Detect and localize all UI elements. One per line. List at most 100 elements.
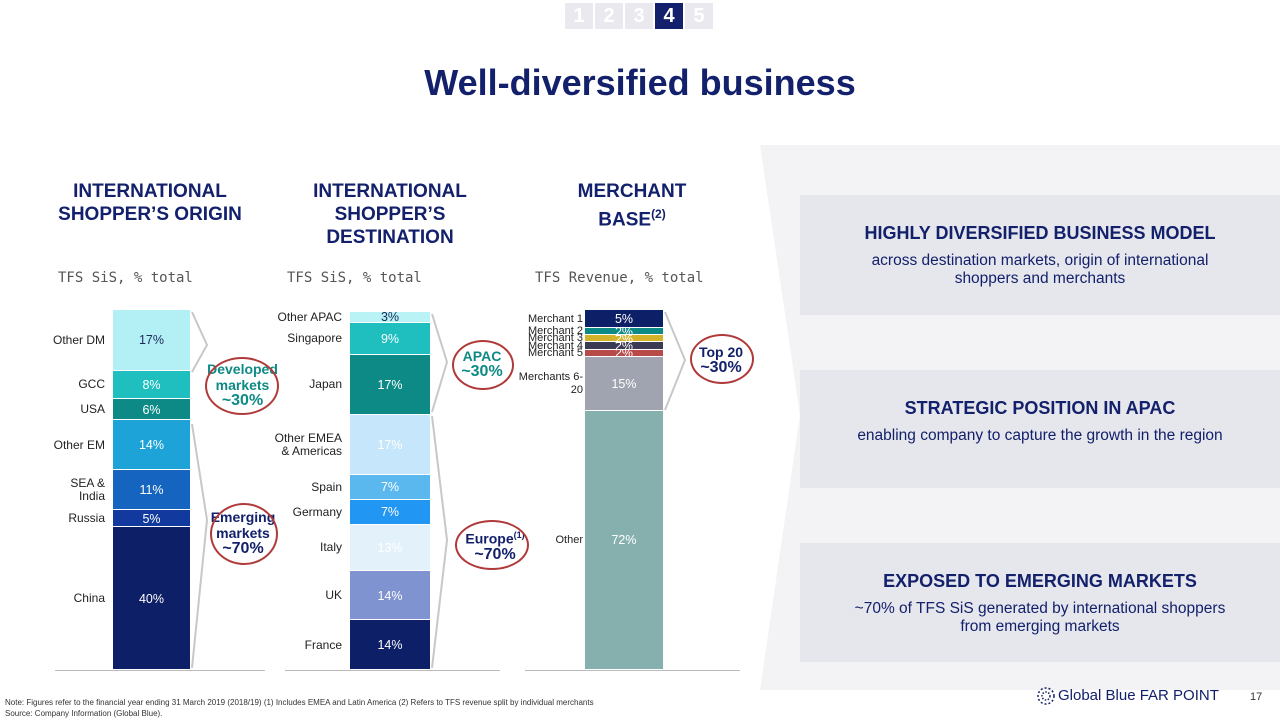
nav-item: 2 xyxy=(595,3,623,29)
category-label: Merchant 5 xyxy=(527,346,583,359)
value-label: 5% xyxy=(614,312,634,326)
value-label: 7% xyxy=(380,505,400,520)
bar-segment xyxy=(350,475,430,500)
bar-segment xyxy=(350,620,430,670)
category-label: Merchant 2 xyxy=(527,325,583,338)
bar-segment xyxy=(113,509,190,528)
bar-segment xyxy=(585,349,663,357)
bar-segment xyxy=(585,342,663,350)
nav-item: 4 xyxy=(655,3,683,29)
highlight-ring xyxy=(210,503,278,565)
value-label: 2% xyxy=(614,331,634,346)
category-label: GCC xyxy=(78,377,105,392)
bar-segment xyxy=(350,570,430,621)
bar-segment xyxy=(350,524,430,571)
baseline xyxy=(525,670,740,671)
nav-item: 5 xyxy=(685,3,713,29)
category-label: Merchant 3 xyxy=(527,332,583,345)
bar-segment xyxy=(350,322,430,355)
panel-text: enabling company to capture the growth i… xyxy=(857,427,1223,444)
highlight-ring xyxy=(455,520,529,570)
brand: Global Blue FAR POINT xyxy=(1058,687,1219,704)
bracket xyxy=(431,313,449,413)
bar-segment xyxy=(585,328,663,336)
panel-text: across destination markets, origin of in… xyxy=(871,252,1209,287)
panel-heading: EXPOSED TO EMERGING MARKETS xyxy=(883,571,1197,591)
category-label: Spain xyxy=(311,479,342,494)
category-label: Russia xyxy=(68,511,105,525)
baseline xyxy=(55,670,265,671)
category-label: Germany xyxy=(292,504,342,519)
value-label: 6% xyxy=(142,402,161,417)
category-label: China xyxy=(73,591,105,606)
brackets xyxy=(191,311,687,669)
value-label: 2% xyxy=(614,339,634,353)
bar-segment xyxy=(585,356,663,411)
nav-item: 3 xyxy=(625,3,653,29)
value-label: 7% xyxy=(380,480,400,495)
category-label: France xyxy=(304,637,342,652)
category-label: Other EM xyxy=(53,437,105,452)
category-label: Merchant 4 xyxy=(527,339,583,352)
value-label: 14% xyxy=(138,438,165,453)
category-label: USA xyxy=(80,402,105,417)
panel: STRATEGIC POSITION IN APAC enabling comp… xyxy=(800,370,1280,488)
value-label: 14% xyxy=(377,638,403,653)
value-label: 5% xyxy=(142,511,161,526)
bracket xyxy=(191,311,209,373)
panel: EXPOSED TO EMERGING MARKETS ~70% of TFS … xyxy=(800,543,1280,662)
value-label: 40% xyxy=(138,591,165,606)
bar-segment xyxy=(350,499,430,525)
value-label: 9% xyxy=(380,331,400,346)
bar-segment xyxy=(113,420,190,471)
category-label: Japan xyxy=(309,377,342,392)
page-number: 17 xyxy=(1250,691,1263,703)
value-label: 2% xyxy=(614,324,634,339)
value-label: 14% xyxy=(377,588,403,603)
bar-segment xyxy=(113,470,190,510)
panel: HIGHLY DIVERSIFIED BUSINESS MODEL across… xyxy=(800,195,1280,315)
title-note: (2) xyxy=(651,207,666,221)
category-label: UK xyxy=(325,588,342,603)
value-label: 3% xyxy=(380,310,400,325)
value-label: 17% xyxy=(138,333,165,348)
value-label: 13% xyxy=(377,540,403,555)
category-label: Italy xyxy=(319,540,342,555)
value-label: 2% xyxy=(614,346,634,361)
bracket xyxy=(431,415,449,669)
chart-subtitle: TFS SiS, % total xyxy=(287,270,422,286)
chart-subtitle: TFS SiS, % total xyxy=(58,270,193,286)
footnote: Note: Figures refer to the financial yea… xyxy=(5,698,594,707)
footnotes: Note: Figures refer to the financial yea… xyxy=(5,697,594,719)
bar-segment xyxy=(350,354,430,415)
panel-text: ~70% of TFS SiS generated by internation… xyxy=(854,600,1226,635)
category-label: Singapore xyxy=(287,331,342,346)
value-label: 72% xyxy=(611,533,637,548)
bracket xyxy=(664,311,687,411)
brand-logo xyxy=(1037,687,1055,705)
slide-title: Well-diversified business xyxy=(424,62,856,103)
bar-segment xyxy=(113,310,190,371)
category-label: Other EMEA & Americas xyxy=(274,430,342,458)
value-label: 17% xyxy=(377,377,403,392)
baseline xyxy=(285,670,500,671)
bar-segment xyxy=(113,527,190,670)
category-label: Merchant 1 xyxy=(527,312,583,325)
bar-segment xyxy=(350,312,430,323)
value-label: 11% xyxy=(139,483,164,497)
panel-heading: HIGHLY DIVERSIFIED BUSINESS MODEL xyxy=(864,223,1216,243)
bar-segment xyxy=(113,370,190,400)
bar-segment xyxy=(350,414,430,476)
chart-title-text: MERCHANT BASE xyxy=(577,181,687,231)
highlight-ring xyxy=(452,340,514,390)
nav-item: 1 xyxy=(565,3,593,29)
value-label: 8% xyxy=(142,377,161,392)
category-label: Other APAC xyxy=(277,309,342,324)
bar-segment xyxy=(585,335,663,343)
value-label: 17% xyxy=(377,437,403,452)
chart-title: INTERNATIONAL SHOPPER’S DESTINATION xyxy=(313,181,467,248)
category-label: Other xyxy=(555,533,583,546)
highlight-ring xyxy=(205,357,279,415)
value-label: 15% xyxy=(611,376,637,391)
